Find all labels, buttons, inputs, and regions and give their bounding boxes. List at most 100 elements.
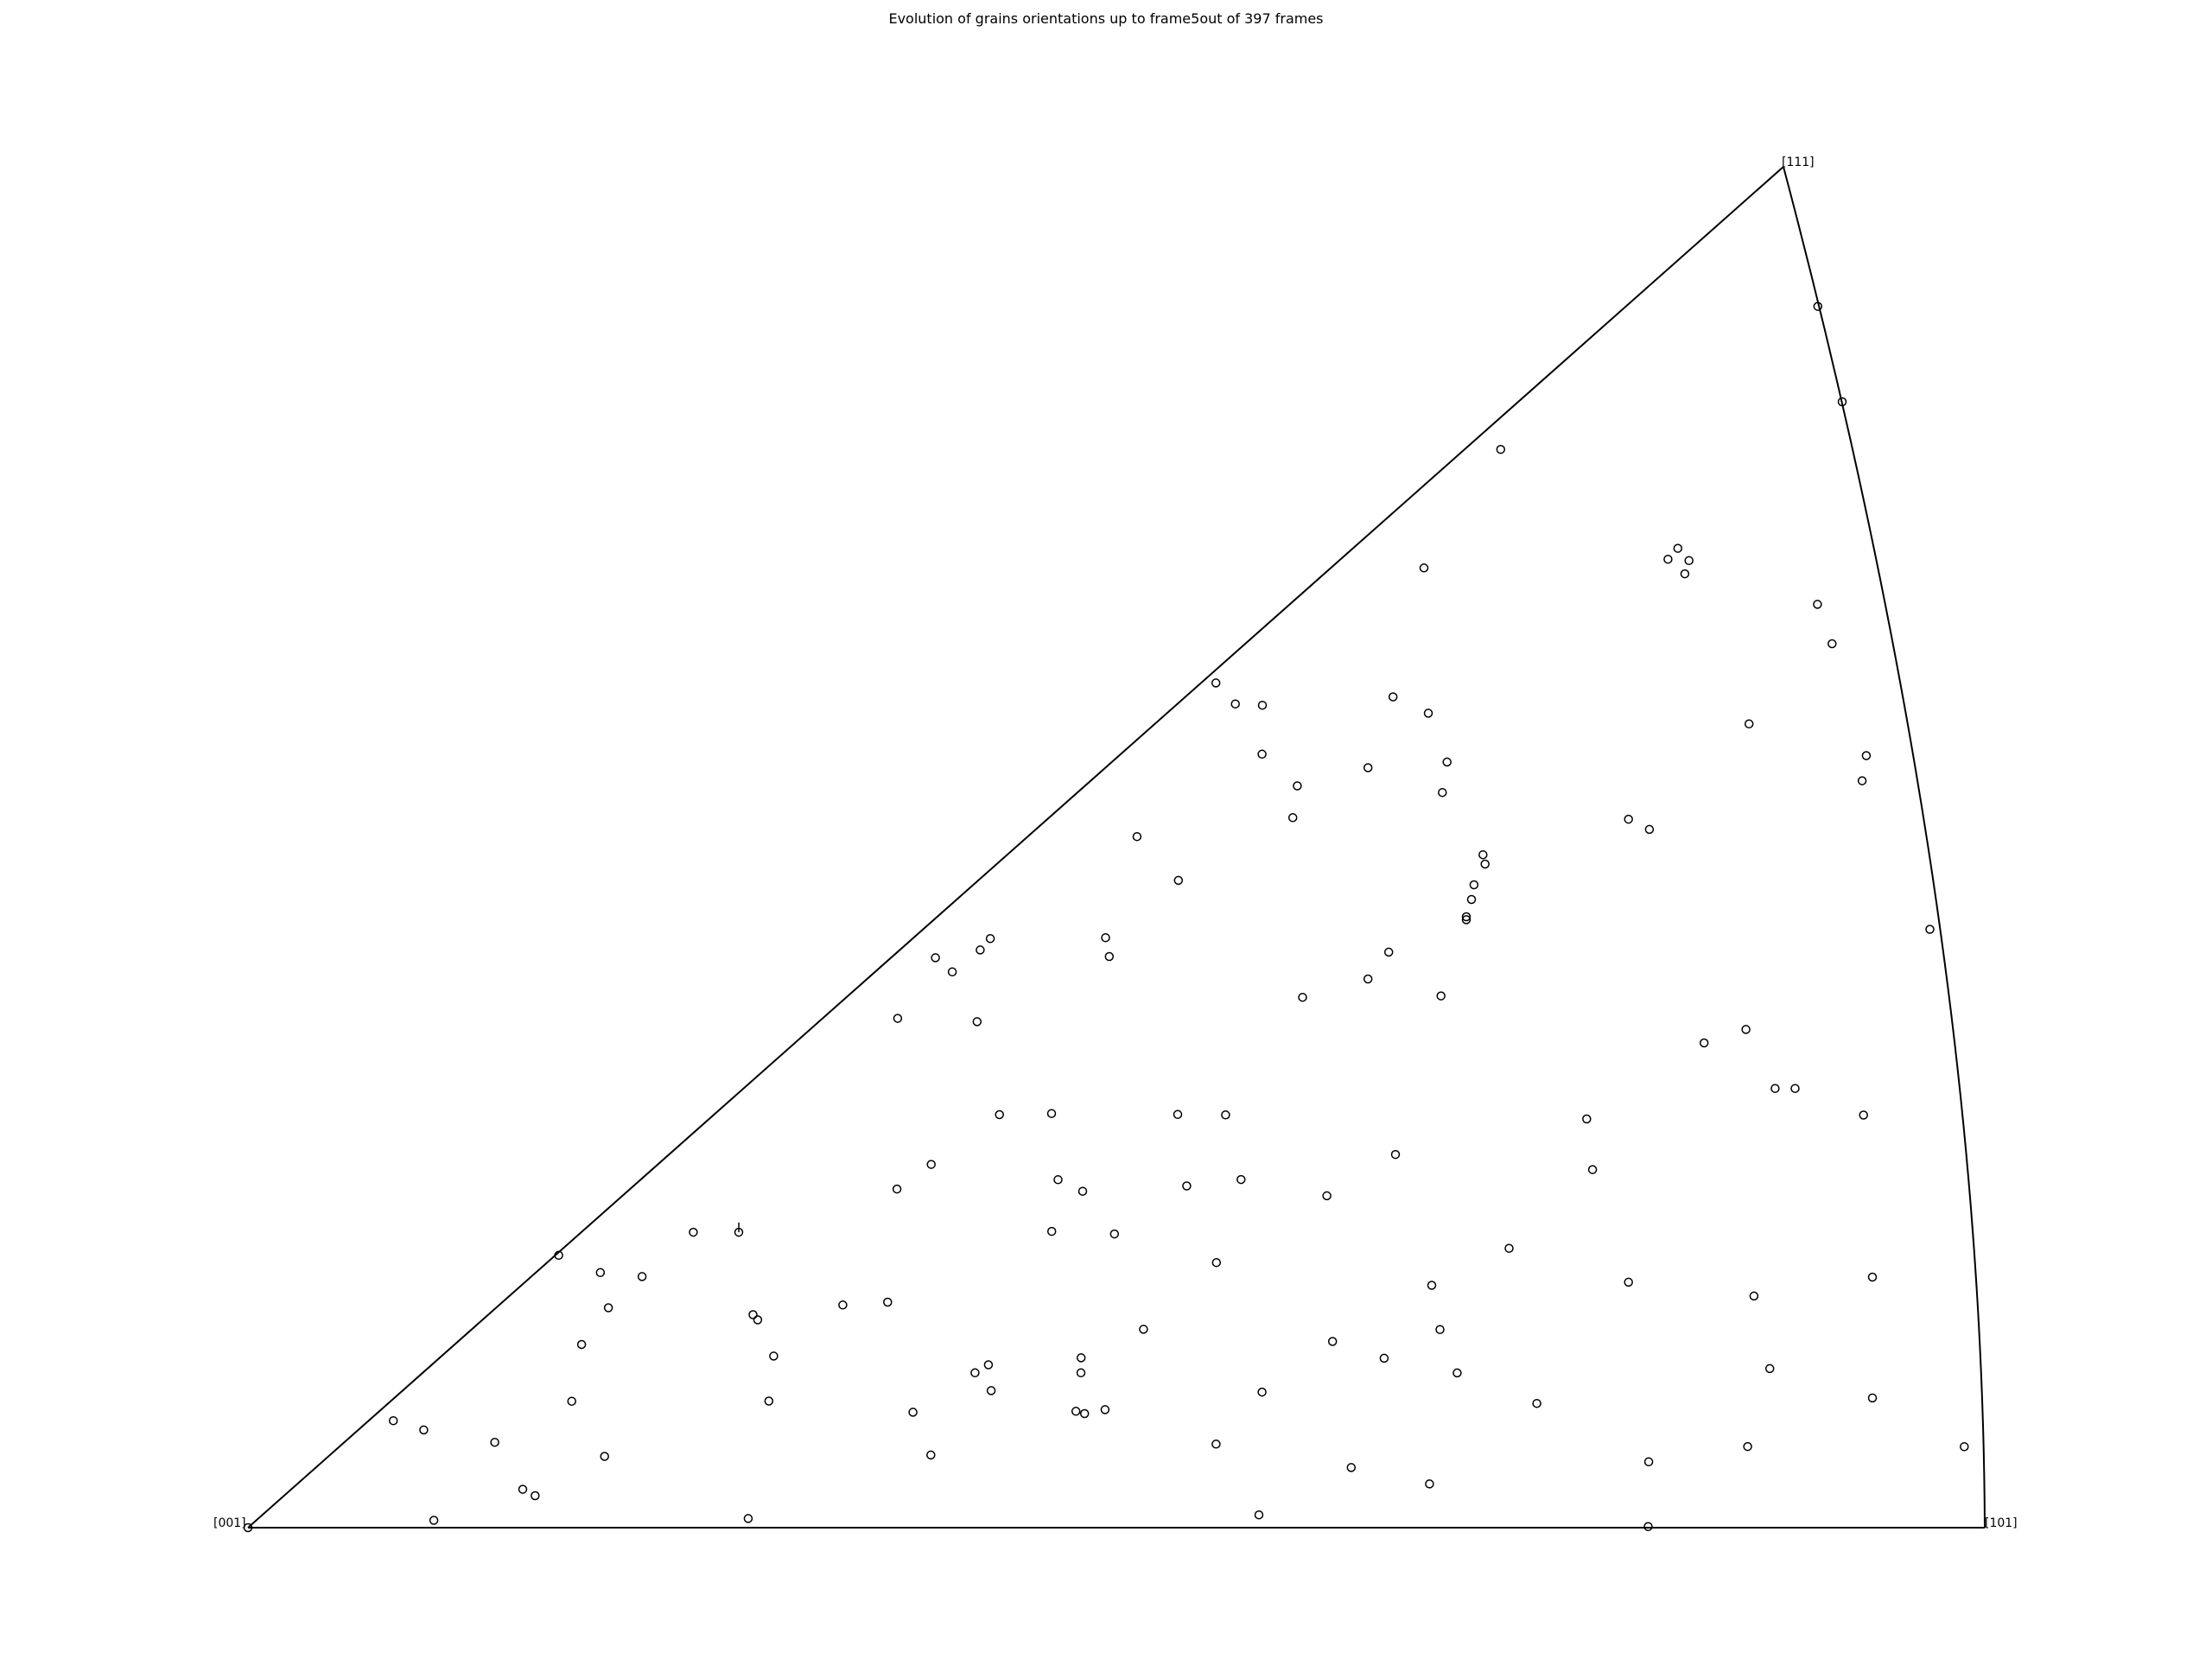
orientation-point	[1859, 1110, 1868, 1120]
orientation-point	[1419, 563, 1429, 573]
orientation-point	[1383, 947, 1394, 957]
orientation-point	[1442, 757, 1452, 767]
orientation-point	[1293, 781, 1302, 791]
orientation-point	[595, 1268, 606, 1278]
orientation-point	[1960, 1442, 1969, 1452]
orientation-point	[764, 1396, 774, 1406]
orientation-point	[1673, 543, 1683, 553]
orientation-point	[1435, 1325, 1445, 1334]
label-101: [101]	[1985, 1516, 2018, 1530]
orientation-point	[1298, 992, 1307, 1002]
orientation-point	[1257, 700, 1268, 710]
orientation-point	[689, 1227, 698, 1237]
orientation-point	[970, 1368, 980, 1378]
orientation-point	[1744, 719, 1754, 729]
orientation-point	[1684, 556, 1694, 566]
orientation-point	[1211, 678, 1221, 688]
orientation-point	[743, 1514, 753, 1523]
orientation-point	[1388, 692, 1398, 702]
orientation-point	[1790, 1084, 1800, 1093]
chart-title: Evolution of grains orientations up to f…	[888, 10, 1323, 27]
orientation-point	[983, 1360, 994, 1370]
orientation-point	[1363, 763, 1373, 772]
orientation-point	[1254, 1510, 1264, 1520]
orientation-point	[1425, 1479, 1434, 1489]
orientation-point	[1230, 699, 1240, 709]
orientation-point	[1587, 1165, 1598, 1174]
orientation-point	[1139, 1325, 1148, 1334]
orientation-point	[1764, 1363, 1775, 1374]
orientation-points	[243, 302, 1969, 1533]
orientation-point	[1436, 991, 1446, 1001]
orientation-point	[1827, 639, 1837, 649]
orientation-point	[1857, 776, 1867, 785]
orientation-point	[1504, 1243, 1514, 1253]
orientation-point	[243, 1522, 253, 1533]
orientation-point	[1221, 1110, 1230, 1120]
orientation-point	[1644, 824, 1655, 835]
orientation-point	[1743, 1441, 1752, 1452]
orientation-point	[1469, 880, 1479, 890]
orientation-point	[490, 1437, 499, 1447]
orientation-point	[567, 1396, 576, 1406]
orientation-point	[976, 945, 985, 955]
orientation-point	[1076, 1368, 1086, 1378]
orientation-point	[1741, 1025, 1751, 1034]
orientation-point	[753, 1315, 763, 1325]
orientation-point	[1643, 1522, 1653, 1531]
orientation-point	[1867, 1272, 1878, 1282]
orientation-point	[1813, 302, 1823, 311]
orientation-point	[1182, 1181, 1192, 1191]
orientation-point	[1322, 1191, 1332, 1201]
orientation-point	[947, 967, 957, 977]
orientation-point	[1079, 1408, 1090, 1419]
orientation-point	[1624, 814, 1633, 824]
orientation-point	[603, 1303, 613, 1313]
orientation-point	[1173, 875, 1184, 886]
orientation-point	[926, 1160, 936, 1169]
orientation-point	[1770, 1084, 1780, 1093]
orientation-point	[1100, 1405, 1110, 1414]
orientation-point	[985, 933, 995, 944]
orientation-point	[769, 1351, 779, 1361]
orientation-point	[931, 953, 940, 963]
orientation-point	[1211, 1440, 1221, 1449]
stereographic-triangle	[247, 166, 1986, 1529]
orientation-point	[1390, 1149, 1401, 1160]
orientation-point	[1427, 1281, 1437, 1290]
orientation-point	[1379, 1353, 1389, 1363]
orientation-point	[748, 1310, 758, 1319]
orientation-point	[1496, 444, 1506, 454]
label-001: [001]	[213, 1516, 246, 1530]
orientation-point	[554, 1250, 563, 1261]
orientation-point	[1211, 1257, 1222, 1268]
orientation-point	[1663, 554, 1673, 564]
orientation-point	[518, 1484, 528, 1494]
orientation-point	[1053, 1175, 1063, 1185]
orientation-point	[1466, 894, 1477, 905]
orientation-point	[1749, 1291, 1759, 1301]
orientation-point	[576, 1339, 587, 1350]
orientation-point	[531, 1491, 540, 1501]
orientation-point	[419, 1425, 429, 1435]
orientation-point	[1582, 1114, 1592, 1124]
orientation-point	[1109, 1229, 1120, 1239]
orientation-point	[1461, 912, 1471, 922]
orientation-point	[1077, 1186, 1088, 1196]
orientation-point	[1101, 932, 1110, 943]
orientation-point	[892, 1184, 902, 1194]
orientation-point	[1813, 600, 1822, 609]
orientation-point	[1236, 1174, 1246, 1185]
orientation-point	[1287, 813, 1298, 823]
orientation-point	[1257, 1387, 1267, 1397]
orientation-point	[1867, 1393, 1878, 1403]
orientation-point	[972, 1017, 982, 1027]
orientation-point	[893, 1014, 903, 1023]
orientation-point	[1076, 1353, 1086, 1363]
orientation-point	[1925, 925, 1935, 934]
orientation-point	[388, 1415, 398, 1426]
orientation-point	[1532, 1398, 1541, 1408]
orientation-point	[1837, 397, 1847, 407]
label-111: [111]	[1782, 156, 1815, 169]
